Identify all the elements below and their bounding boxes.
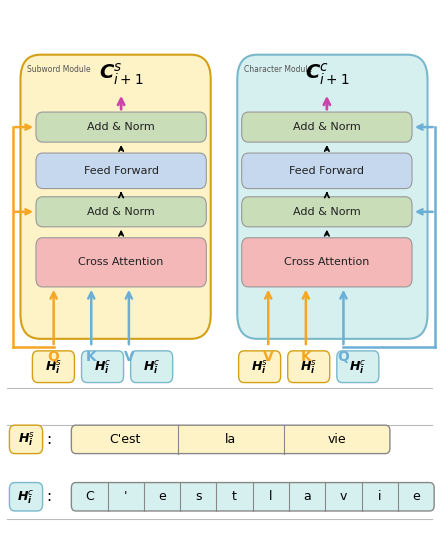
Text: :: : (47, 489, 52, 505)
Text: Add & Norm: Add & Norm (87, 122, 155, 132)
Text: $\boldsymbol{H}^{c}_{\boldsymbol{i}}$: $\boldsymbol{H}^{c}_{\boldsymbol{i}}$ (349, 358, 366, 375)
Text: e: e (158, 490, 166, 503)
FancyBboxPatch shape (239, 351, 280, 383)
Text: C: C (85, 490, 94, 503)
Text: v: v (340, 490, 347, 503)
FancyBboxPatch shape (71, 482, 434, 511)
Text: K: K (86, 350, 97, 364)
Text: Add & Norm: Add & Norm (293, 122, 361, 132)
FancyBboxPatch shape (21, 55, 211, 339)
Text: Q: Q (337, 350, 349, 364)
Text: a: a (303, 490, 311, 503)
FancyBboxPatch shape (9, 425, 43, 454)
Text: K: K (301, 350, 311, 364)
FancyBboxPatch shape (131, 351, 172, 383)
FancyBboxPatch shape (36, 197, 206, 227)
Text: V: V (263, 350, 274, 364)
Text: s: s (195, 490, 202, 503)
Text: t: t (232, 490, 237, 503)
Text: $\boldsymbol{H}^{s}_{\boldsymbol{i}}$: $\boldsymbol{H}^{s}_{\boldsymbol{i}}$ (251, 358, 268, 375)
FancyBboxPatch shape (36, 112, 206, 142)
Text: V: V (124, 350, 134, 364)
Text: Cross Attention: Cross Attention (284, 257, 370, 267)
Text: $\boldsymbol{H}^{s}_{\boldsymbol{i}}$: $\boldsymbol{H}^{s}_{\boldsymbol{i}}$ (45, 358, 62, 375)
FancyBboxPatch shape (71, 425, 390, 454)
FancyBboxPatch shape (36, 153, 206, 189)
FancyBboxPatch shape (242, 153, 412, 189)
Text: C'est: C'est (109, 433, 140, 446)
FancyBboxPatch shape (242, 238, 412, 287)
Text: Feed Forward: Feed Forward (84, 166, 159, 176)
Text: $\boldsymbol{H}^{c}_{\boldsymbol{i}}$: $\boldsymbol{H}^{c}_{\boldsymbol{i}}$ (143, 358, 160, 375)
Text: e: e (412, 490, 420, 503)
Text: Q: Q (48, 350, 60, 364)
Text: :: : (47, 432, 52, 447)
Text: $\boldsymbol{H}^{c}_{\boldsymbol{i}}$: $\boldsymbol{H}^{c}_{\boldsymbol{i}}$ (94, 358, 111, 375)
FancyBboxPatch shape (242, 112, 412, 142)
Text: ': ' (124, 490, 128, 503)
Text: Add & Norm: Add & Norm (293, 207, 361, 217)
Text: Character Module: Character Module (244, 65, 312, 73)
Text: Cross Attention: Cross Attention (78, 257, 164, 267)
Text: Subword Module: Subword Module (27, 65, 91, 73)
FancyBboxPatch shape (242, 197, 412, 227)
FancyBboxPatch shape (36, 238, 206, 287)
Text: i: i (378, 490, 382, 503)
FancyBboxPatch shape (32, 351, 74, 383)
Text: Feed Forward: Feed Forward (289, 166, 364, 176)
Text: $\boldsymbol{H}^{s}_{\boldsymbol{i}}$: $\boldsymbol{H}^{s}_{\boldsymbol{i}}$ (17, 431, 34, 448)
Text: $\boldsymbol{H}^{c}_{\boldsymbol{i}}$: $\boldsymbol{H}^{c}_{\boldsymbol{i}}$ (17, 488, 34, 506)
FancyBboxPatch shape (337, 351, 379, 383)
FancyBboxPatch shape (9, 482, 43, 511)
FancyBboxPatch shape (288, 351, 330, 383)
Text: la: la (225, 433, 236, 446)
Text: $\boldsymbol{C}^{c}_{i+1}$: $\boldsymbol{C}^{c}_{i+1}$ (305, 62, 349, 87)
FancyBboxPatch shape (237, 55, 427, 339)
Text: $\boldsymbol{C}^{s}_{i+1}$: $\boldsymbol{C}^{s}_{i+1}$ (99, 62, 143, 87)
Text: $\boldsymbol{H}^{s}_{\boldsymbol{i}}$: $\boldsymbol{H}^{s}_{\boldsymbol{i}}$ (300, 358, 317, 375)
Text: vie: vie (327, 433, 346, 446)
Text: Add & Norm: Add & Norm (87, 207, 155, 217)
Text: l: l (269, 490, 273, 503)
FancyBboxPatch shape (82, 351, 124, 383)
